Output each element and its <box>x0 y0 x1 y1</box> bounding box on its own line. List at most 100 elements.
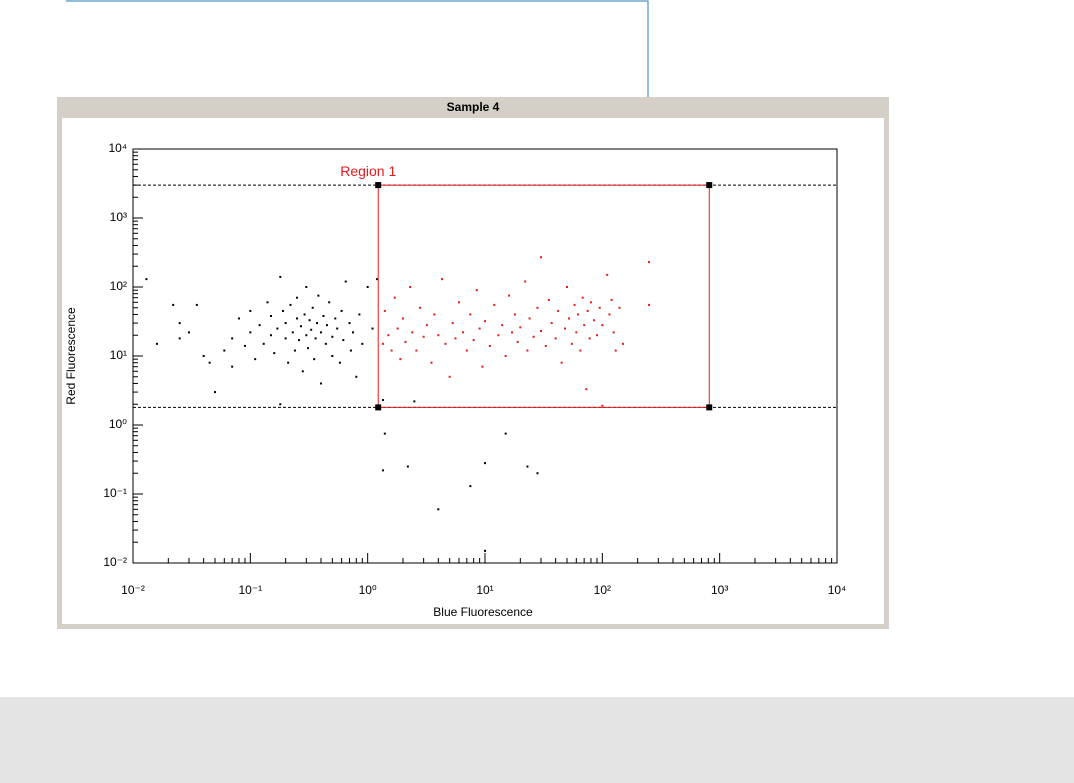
point <box>568 317 571 320</box>
point <box>155 342 158 345</box>
point <box>331 355 334 357</box>
point <box>601 324 604 327</box>
point <box>573 303 576 306</box>
y-tick-label: 10⁻¹ <box>103 486 127 500</box>
point <box>524 280 527 283</box>
point <box>457 301 460 304</box>
y-tick-label: 10⁴ <box>108 141 127 155</box>
point <box>493 303 496 306</box>
y-axis-title: Red Fluorescence <box>64 307 78 405</box>
point <box>358 313 361 316</box>
point <box>601 404 604 407</box>
point <box>366 286 369 288</box>
point <box>273 352 276 355</box>
point <box>208 361 211 364</box>
point <box>262 342 265 345</box>
point <box>301 370 304 373</box>
point <box>328 301 331 304</box>
point <box>472 339 475 342</box>
point <box>550 322 553 325</box>
point <box>361 342 364 345</box>
point <box>536 472 539 475</box>
point <box>249 309 252 312</box>
point <box>202 355 205 357</box>
point <box>539 330 542 333</box>
region-handle <box>706 404 713 411</box>
point <box>554 337 557 340</box>
point <box>172 303 175 306</box>
point <box>381 469 384 472</box>
point <box>331 335 334 338</box>
point <box>299 325 302 328</box>
point <box>381 399 384 402</box>
point <box>544 344 547 347</box>
point <box>413 400 416 403</box>
point <box>511 331 514 334</box>
point <box>316 322 319 325</box>
point <box>317 294 320 297</box>
point <box>383 309 386 312</box>
point <box>289 303 292 306</box>
y-tick-label: 10¹ <box>110 348 127 362</box>
point <box>243 344 246 347</box>
point <box>344 280 347 283</box>
point <box>396 327 399 330</box>
point <box>282 309 285 312</box>
point <box>276 327 279 330</box>
y-tick-label: 10⁻² <box>103 555 127 569</box>
point <box>579 349 582 352</box>
point <box>319 331 322 334</box>
point <box>266 301 269 304</box>
point <box>448 375 451 378</box>
point <box>478 327 481 330</box>
point <box>475 289 478 292</box>
point <box>231 337 234 340</box>
point <box>349 349 352 352</box>
point <box>237 317 240 320</box>
point <box>618 306 621 309</box>
point <box>621 342 624 345</box>
point <box>314 337 317 340</box>
point <box>419 306 422 309</box>
point <box>437 334 440 337</box>
point <box>469 485 472 488</box>
point <box>516 340 519 343</box>
point <box>481 365 484 368</box>
x-tick-label: 10⁴ <box>828 583 847 597</box>
point <box>291 331 294 334</box>
point <box>305 334 308 337</box>
point <box>560 361 563 364</box>
point <box>375 278 378 281</box>
point <box>399 358 402 361</box>
point <box>322 314 325 317</box>
point <box>342 339 345 342</box>
point <box>589 301 592 304</box>
footer-band <box>0 697 1074 783</box>
point <box>547 298 550 301</box>
point <box>586 309 589 312</box>
point <box>648 303 651 306</box>
point <box>422 335 425 338</box>
point <box>433 313 436 316</box>
point <box>576 313 579 316</box>
point <box>437 508 440 511</box>
point <box>214 391 217 394</box>
point <box>387 334 390 337</box>
region-label: Region 1 <box>340 163 396 179</box>
point <box>507 294 510 297</box>
y-tick-label: 10⁰ <box>109 417 127 431</box>
point <box>296 317 299 320</box>
point <box>296 296 299 299</box>
point <box>440 278 443 281</box>
point <box>306 347 309 350</box>
point <box>513 313 516 316</box>
point <box>588 337 591 340</box>
region-handle <box>375 404 382 411</box>
point <box>566 286 569 288</box>
point <box>528 317 531 320</box>
point <box>570 342 573 345</box>
point <box>393 296 396 299</box>
x-tick-label: 10³ <box>711 583 728 597</box>
point <box>614 349 617 352</box>
